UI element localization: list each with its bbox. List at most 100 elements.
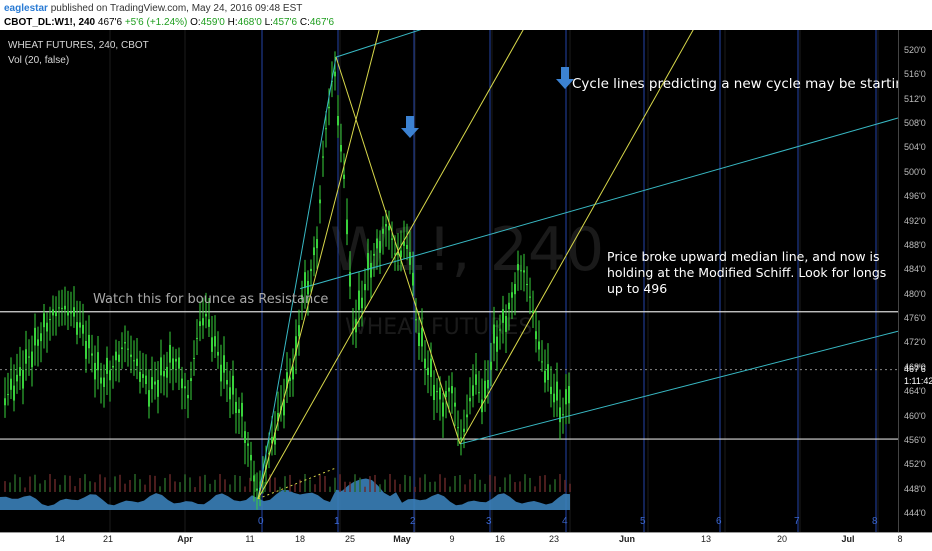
candle-body xyxy=(220,364,222,382)
candle-body xyxy=(484,380,486,399)
candle-body xyxy=(337,115,339,126)
volume-bar xyxy=(169,474,171,492)
schiff-annotation[interactable]: Price broke upward median line, and now … xyxy=(607,249,887,296)
price-axis[interactable] xyxy=(898,30,932,532)
candle-body xyxy=(289,377,291,381)
candle-body xyxy=(262,474,264,477)
time-tick-label: 8 xyxy=(897,534,903,544)
candle-body xyxy=(391,238,393,240)
volume-bar xyxy=(399,484,401,492)
price-tick-label: 460'0 xyxy=(904,410,926,421)
volume-bar xyxy=(34,474,36,492)
volume-bar xyxy=(44,480,46,492)
volume-bar xyxy=(204,474,206,492)
candle-body xyxy=(166,366,168,378)
volume-bar xyxy=(79,478,81,492)
volume-bar xyxy=(549,484,551,492)
volume-bar xyxy=(224,479,226,492)
symbol-label[interactable]: CBOT_DL:W1!, 240 xyxy=(4,17,96,28)
time-tick-label: Apr xyxy=(177,534,193,544)
candle-body xyxy=(367,253,369,271)
volume-bar xyxy=(349,481,351,492)
volume-bar xyxy=(359,477,361,492)
chart-title: WHEAT FUTURES, 240, CBOT xyxy=(8,40,149,51)
volume-bar xyxy=(19,477,21,492)
time-tick-label: 25 xyxy=(344,534,356,544)
candle-body xyxy=(418,332,420,347)
volume-bar xyxy=(249,477,251,492)
candle-body xyxy=(490,361,492,370)
candle-body xyxy=(253,475,255,482)
cycle-number-label: 2 xyxy=(410,516,416,527)
price-tick-label: 472'0 xyxy=(904,337,926,348)
volume-bar xyxy=(219,474,221,492)
high-label: H: xyxy=(227,17,238,28)
volume-bar xyxy=(469,479,471,492)
candle-body xyxy=(517,264,519,271)
candle-body xyxy=(307,280,309,295)
candle-body xyxy=(382,228,384,234)
time-tick-label: 11 xyxy=(245,534,255,544)
candle-body xyxy=(157,379,159,397)
price-tick-label: 520'0 xyxy=(904,45,926,55)
volume-bar xyxy=(429,481,431,492)
author-link[interactable]: eaglestar xyxy=(4,3,48,14)
volume-bar xyxy=(389,474,391,492)
candle-body xyxy=(427,367,429,376)
candle-body xyxy=(28,356,30,358)
price-tick-label: 492'0 xyxy=(904,215,926,226)
time-axis[interactable] xyxy=(0,532,932,551)
price-tick-label: 504'0 xyxy=(904,142,926,153)
time-tick-label: 14 xyxy=(54,534,66,544)
candle-body xyxy=(100,377,102,384)
candle-body xyxy=(64,305,66,310)
candle-body xyxy=(460,437,462,439)
candle-body xyxy=(202,318,204,326)
volume-bar xyxy=(414,486,416,492)
candle-body xyxy=(292,366,294,380)
candle-body xyxy=(325,128,327,130)
price-tick-label: 468'0 xyxy=(904,361,926,372)
candle-body xyxy=(475,374,477,385)
volume-bar xyxy=(464,484,466,492)
chart-area[interactable]: W1!, 240 WHEAT FUTURES 0 1 2 3 4 5 6 7 8 WHEAT F… xyxy=(0,30,932,532)
volume-bar xyxy=(499,487,501,492)
volume-bar xyxy=(179,482,181,492)
volume-bar xyxy=(424,474,426,492)
candle-body xyxy=(172,358,174,370)
volume-bar xyxy=(454,475,456,492)
candle-body xyxy=(295,336,297,356)
candle-body xyxy=(109,370,111,381)
price-chart-svg[interactable]: 0 1 2 3 4 5 6 7 8 xyxy=(0,30,898,532)
price-tick-label: 464'0 xyxy=(904,386,926,397)
candle-body xyxy=(565,389,567,405)
volume-bar xyxy=(274,477,276,492)
volume-bar xyxy=(474,474,476,492)
symbol-watermark: W1!, 240 xyxy=(330,215,605,285)
volume-bar xyxy=(419,477,421,492)
volume-bar xyxy=(99,474,101,492)
candle-body xyxy=(118,354,120,362)
candle-body xyxy=(193,357,195,359)
candle-body xyxy=(46,322,48,332)
candle-body xyxy=(310,268,312,272)
resistance-annotation[interactable]: Watch this for bounce as Resistance xyxy=(93,292,329,307)
price-tick-label: 448'0 xyxy=(904,483,926,494)
volume-bar xyxy=(369,476,371,492)
price-tick-label: 476'0 xyxy=(904,313,926,324)
candle-body xyxy=(511,292,513,298)
volume-bar xyxy=(84,474,86,492)
cycle-number-label: 5 xyxy=(640,516,646,527)
cycle-annotation[interactable]: Cycle lines predicting a new cycle may b… xyxy=(572,76,913,92)
candle-body xyxy=(526,284,528,286)
candle-body xyxy=(298,325,300,337)
candle-body xyxy=(187,394,189,399)
volume-bar xyxy=(229,484,231,492)
candle-body xyxy=(538,341,540,350)
cycle-number-label: 0 xyxy=(258,516,264,527)
candle-body xyxy=(436,391,438,393)
volume-bar xyxy=(459,475,461,492)
candle-body xyxy=(271,436,273,444)
candle-body xyxy=(13,385,15,401)
volume-bar xyxy=(74,486,76,492)
